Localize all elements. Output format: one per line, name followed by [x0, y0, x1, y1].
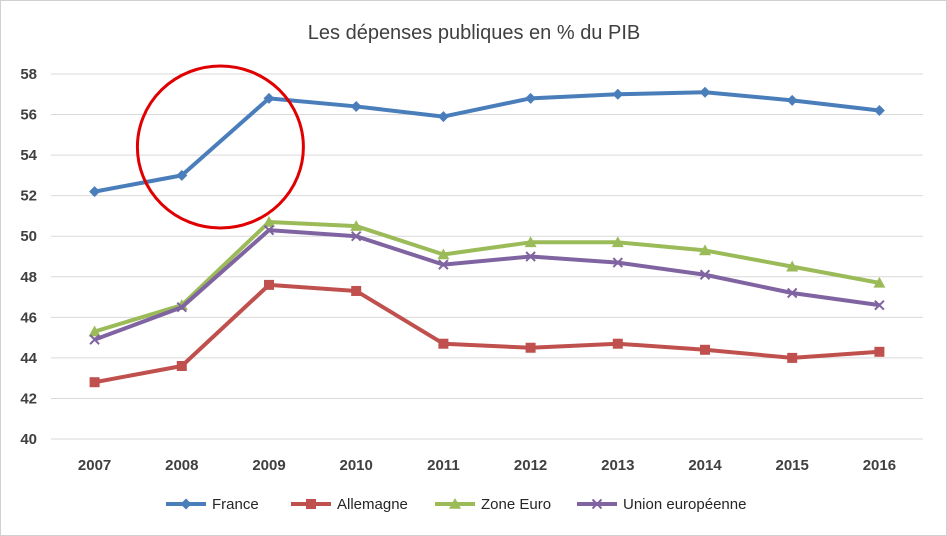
data-point — [787, 352, 798, 363]
legend-label: Allemagne — [337, 496, 408, 513]
data-point — [176, 361, 187, 371]
data-point — [612, 257, 624, 268]
data-point — [873, 276, 886, 288]
y-tick-label: 46 — [20, 309, 37, 326]
legend-item-2: Zone Euro — [435, 496, 551, 513]
data-point — [263, 92, 275, 104]
x-tick-label: 2010 — [340, 457, 373, 474]
data-point — [525, 251, 536, 262]
data-point — [611, 236, 624, 248]
data-point — [786, 260, 799, 272]
legend-item-0: France — [166, 496, 259, 513]
legend-item-3: Union européenne — [577, 496, 746, 513]
data-point — [699, 269, 711, 280]
data-point — [524, 236, 537, 248]
y-tick-label: 50 — [20, 228, 37, 245]
data-point — [263, 224, 275, 236]
series-line — [94, 90, 880, 194]
data-point — [264, 279, 274, 290]
x-tick-label: 2007 — [78, 457, 111, 474]
legend-label: Zone Euro — [481, 496, 551, 513]
data-point — [438, 259, 449, 270]
x-tick-label: 2012 — [514, 457, 547, 474]
legend-marker — [591, 498, 603, 510]
y-tick-label: 42 — [20, 390, 37, 407]
y-axis-ticks: 40 42 44 46 48 50 52 54 56 58 — [20, 66, 37, 448]
y-tick-label: 56 — [20, 107, 37, 124]
data-point — [700, 344, 710, 355]
legend: France Allemagne Zone Euro Union européenne — [166, 496, 746, 513]
data-point — [786, 94, 798, 106]
data-point — [176, 169, 188, 181]
highlight-circle — [135, 64, 305, 230]
data-point — [438, 338, 449, 349]
chart-title: Les dépenses publiques en % du PIB — [308, 22, 640, 44]
data-point — [263, 216, 275, 227]
data-point — [88, 325, 101, 337]
series-2 — [88, 216, 886, 337]
legend-item-1: Allemagne — [291, 496, 408, 513]
data-point — [89, 186, 101, 198]
y-tick-label: 40 — [20, 431, 37, 448]
data-point — [612, 88, 624, 100]
data-point — [873, 105, 885, 116]
gridlines — [51, 73, 923, 440]
data-point — [350, 220, 363, 231]
data-point — [351, 285, 362, 296]
x-tick-label: 2013 — [601, 457, 634, 474]
series-line — [94, 282, 880, 385]
data-point — [874, 299, 885, 311]
series-0 — [89, 86, 885, 198]
data-point — [612, 338, 623, 349]
y-tick-label: 58 — [20, 66, 37, 83]
y-tick-label: 52 — [20, 188, 37, 205]
x-tick-label: 2009 — [252, 457, 285, 474]
series-line — [93, 228, 880, 342]
series-line — [94, 220, 880, 334]
legend-marker — [180, 498, 192, 510]
data-point — [874, 346, 885, 357]
series-lines — [88, 86, 886, 388]
data-point — [699, 86, 711, 98]
data-point — [525, 92, 537, 104]
data-point — [350, 100, 362, 112]
data-point — [525, 342, 536, 353]
legend-label: France — [212, 496, 259, 513]
y-tick-label: 54 — [20, 147, 37, 164]
data-point — [89, 377, 100, 388]
data-point — [176, 301, 188, 313]
data-point — [437, 111, 449, 123]
series-3 — [89, 224, 885, 345]
y-tick-label: 48 — [20, 269, 37, 286]
series-1 — [89, 279, 885, 388]
x-tick-label: 2016 — [863, 457, 896, 474]
y-tick-label: 44 — [20, 350, 37, 367]
annotation-layer — [135, 64, 305, 230]
data-point — [437, 248, 450, 260]
x-tick-label: 2008 — [165, 457, 198, 474]
data-point — [350, 231, 362, 242]
x-tick-label: 2015 — [776, 457, 809, 474]
x-tick-label: 2011 — [427, 457, 460, 474]
legend-marker — [306, 499, 316, 509]
x-axis-ticks: 2007 2008 2009 2010 2011 2012 2013 2014 2015 2016 — [78, 457, 896, 474]
data-point — [89, 334, 100, 345]
legend-label: Union européenne — [623, 496, 746, 513]
x-tick-label: 2014 — [688, 457, 722, 474]
data-point — [786, 287, 798, 299]
legend-marker — [449, 498, 461, 509]
data-point — [699, 244, 711, 256]
